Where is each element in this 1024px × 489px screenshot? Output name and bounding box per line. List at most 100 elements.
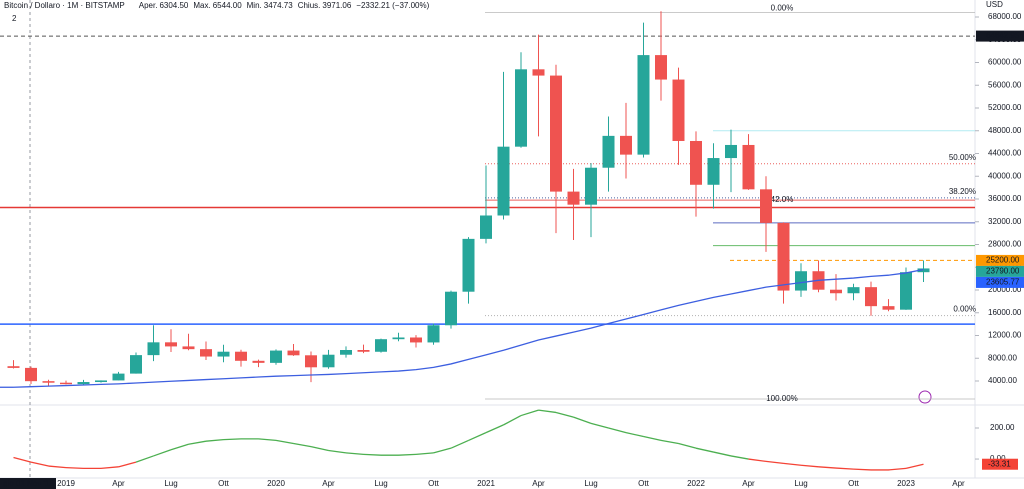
candle-body	[42, 381, 55, 383]
osc-segment	[520, 409, 539, 417]
candle-body	[95, 380, 107, 383]
candle-body	[637, 55, 650, 155]
candle-body	[165, 342, 177, 347]
candle-body	[830, 289, 842, 294]
osc-segment	[538, 409, 557, 414]
candle-body	[882, 306, 895, 310]
candle-body	[760, 189, 772, 223]
candle-body	[672, 79, 685, 141]
osc-segment	[660, 439, 679, 445]
osc-segment	[695, 447, 714, 453]
osc-segment	[363, 453, 382, 456]
osc-segment	[643, 435, 662, 442]
candle-body	[217, 351, 230, 357]
osc-segment	[468, 432, 487, 442]
candle-body	[7, 366, 20, 368]
osc-segment	[485, 424, 504, 434]
price-tag	[976, 265, 1024, 277]
osc-segment	[30, 461, 49, 467]
candle-body	[252, 360, 265, 363]
candle-body	[900, 272, 912, 310]
osc-segment	[450, 439, 469, 449]
osc-segment	[888, 467, 907, 471]
osc-segment	[13, 456, 32, 463]
candle-body	[445, 291, 457, 326]
osc-segment	[730, 455, 749, 460]
candle-body	[847, 287, 860, 294]
candle-body	[497, 146, 510, 216]
osc-segment	[310, 445, 329, 452]
y-tick-label: 56000.00	[988, 80, 1022, 89]
candle-body	[777, 222, 790, 291]
y-tick-label: 36000.00	[988, 194, 1022, 203]
candle-body	[655, 55, 667, 80]
osc-segment	[135, 455, 154, 463]
osc-segment	[170, 443, 189, 451]
fib-label: 100.00%	[766, 394, 798, 403]
candle-body	[620, 135, 632, 155]
osc-segment	[853, 468, 872, 471]
osc-segment	[800, 464, 819, 468]
osc-tick-label: 0.00	[990, 454, 1006, 463]
x-tick-label: Ott	[428, 479, 439, 488]
x-tick-label: Ott	[848, 479, 859, 488]
osc-segment	[398, 453, 417, 456]
fib-label: 38.20%	[949, 187, 976, 196]
candle-body	[550, 75, 562, 192]
x-tick-label: Lug	[584, 479, 597, 488]
x-tick-label: 2019	[57, 479, 75, 488]
osc-segment	[433, 447, 452, 454]
osc-segment	[625, 432, 644, 438]
price-tag-label: 25200.00	[986, 256, 1020, 265]
header-change: −2332.21 (−37.00%)	[356, 1, 429, 10]
header-value: 6304.50	[159, 1, 188, 10]
candle-body	[410, 337, 422, 343]
y-tick-label: 8000.00	[988, 353, 1017, 362]
osc-segment	[65, 466, 84, 470]
candle-body	[480, 215, 492, 239]
candle-body	[340, 350, 352, 355]
fib-label: 42.0%	[771, 195, 794, 204]
osc-segment	[503, 414, 522, 426]
event-icon[interactable]	[918, 390, 932, 404]
candle-body	[147, 342, 160, 356]
y-tick-label: 48000.00	[988, 126, 1022, 135]
candle-body	[917, 268, 930, 273]
osc-segment	[555, 411, 574, 418]
x-tick-label: 2020	[267, 479, 285, 488]
y-tick-label: 20000.00	[988, 285, 1022, 294]
osc-segment	[608, 427, 627, 434]
y-tick-label: 12000.00	[988, 331, 1022, 340]
osc-segment	[415, 452, 434, 456]
candle-body	[112, 373, 125, 381]
osc-segment	[258, 438, 277, 442]
y-tick-label: 4000.00	[988, 376, 1017, 385]
osc-segment	[678, 442, 697, 449]
y-tick-label: 52000.00	[988, 103, 1022, 112]
osc-segment	[205, 438, 224, 442]
candle-body	[392, 337, 405, 340]
indicator-count[interactable]: 2	[12, 14, 17, 23]
header-label: Min.	[247, 1, 262, 10]
candle-body	[270, 350, 282, 363]
osc-segment	[223, 438, 242, 441]
candle-body	[182, 346, 195, 350]
x-tick-label: Apr	[322, 479, 335, 488]
osc-tick-label: 200.00	[990, 423, 1015, 432]
candle-body	[795, 271, 807, 291]
x-tick-label: Apr	[742, 479, 755, 488]
x-tick-label: 2023	[897, 479, 915, 488]
candle-body	[532, 69, 545, 76]
x-tick-label: Ott	[638, 479, 649, 488]
candle-body	[567, 191, 580, 205]
price-tag	[976, 254, 1024, 266]
osc-segment	[328, 449, 347, 454]
osc-segment	[345, 452, 364, 456]
candle-body	[357, 350, 370, 352]
price-tag-label: 23790.00	[986, 267, 1020, 276]
x-tick-label: Apr	[952, 479, 965, 488]
crosshair-tag	[0, 478, 56, 489]
